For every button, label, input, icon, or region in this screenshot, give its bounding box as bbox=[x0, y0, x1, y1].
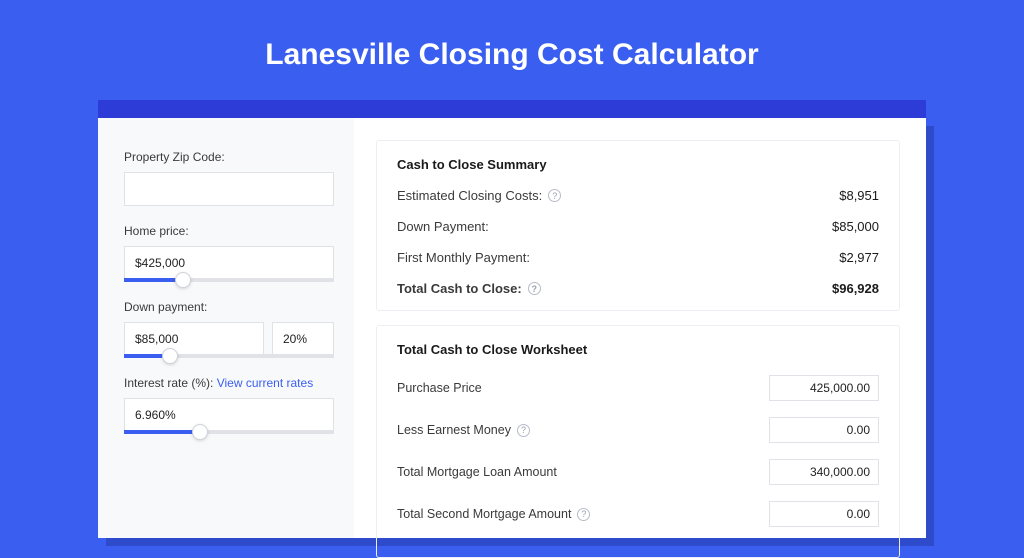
summary-row-value: $2,977 bbox=[839, 250, 879, 265]
view-rates-link[interactable]: View current rates bbox=[217, 376, 314, 390]
worksheet-row: Purchase Price bbox=[397, 375, 879, 401]
down-payment-slider[interactable] bbox=[124, 354, 334, 358]
worksheet-card: Total Cash to Close Worksheet Purchase P… bbox=[376, 325, 900, 558]
worksheet-row-label-text: Less Earnest Money bbox=[397, 423, 511, 437]
page-title: Lanesville Closing Cost Calculator bbox=[0, 0, 1024, 100]
home-price-label: Home price: bbox=[124, 224, 334, 238]
worksheet-title: Total Cash to Close Worksheet bbox=[397, 342, 879, 357]
interest-input[interactable] bbox=[124, 398, 334, 432]
summary-row: Estimated Closing Costs:? $8,951 bbox=[397, 188, 879, 203]
down-payment-pct-input[interactable] bbox=[272, 322, 334, 356]
summary-row-label-text: First Monthly Payment: bbox=[397, 250, 530, 265]
down-payment-input[interactable] bbox=[124, 322, 264, 356]
interest-label-text: Interest rate (%): bbox=[124, 376, 217, 390]
worksheet-row-label: Total Second Mortgage Amount? bbox=[397, 507, 590, 521]
zip-input[interactable] bbox=[124, 172, 334, 206]
down-payment-label: Down payment: bbox=[124, 300, 334, 314]
worksheet-row-label-text: Total Mortgage Loan Amount bbox=[397, 465, 557, 479]
summary-row-label-text: Estimated Closing Costs: bbox=[397, 188, 542, 203]
home-price-input[interactable] bbox=[124, 246, 334, 280]
sidebar: Property Zip Code: Home price: Down paym… bbox=[98, 118, 354, 538]
summary-row: First Monthly Payment: $2,977 bbox=[397, 250, 879, 265]
worksheet-row: Total Mortgage Loan Amount bbox=[397, 459, 879, 485]
summary-title: Cash to Close Summary bbox=[397, 157, 879, 172]
worksheet-row-label: Less Earnest Money? bbox=[397, 423, 530, 437]
zip-field-group: Property Zip Code: bbox=[124, 150, 334, 206]
summary-row: Down Payment: $85,000 bbox=[397, 219, 879, 234]
interest-field-group: Interest rate (%): View current rates bbox=[124, 376, 334, 434]
summary-row-label-text: Down Payment: bbox=[397, 219, 489, 234]
summary-row-label: Total Cash to Close:? bbox=[397, 281, 541, 296]
summary-row-value: $96,928 bbox=[832, 281, 879, 296]
zip-label: Property Zip Code: bbox=[124, 150, 334, 164]
summary-row-label: Down Payment: bbox=[397, 219, 489, 234]
worksheet-row: Less Earnest Money? bbox=[397, 417, 879, 443]
nav-bar bbox=[98, 100, 926, 118]
interest-label: Interest rate (%): View current rates bbox=[124, 376, 334, 390]
worksheet-row-input[interactable] bbox=[769, 375, 879, 401]
calculator-card: Property Zip Code: Home price: Down paym… bbox=[98, 118, 926, 538]
worksheet-row-input[interactable] bbox=[769, 459, 879, 485]
worksheet-row-label-text: Purchase Price bbox=[397, 381, 482, 395]
worksheet-row-label: Purchase Price bbox=[397, 381, 482, 395]
summary-row: Total Cash to Close:? $96,928 bbox=[397, 281, 879, 296]
worksheet-row-label: Total Mortgage Loan Amount bbox=[397, 465, 557, 479]
help-icon[interactable]: ? bbox=[548, 189, 561, 202]
home-price-field-group: Home price: bbox=[124, 224, 334, 282]
help-icon[interactable]: ? bbox=[528, 282, 541, 295]
home-price-slider[interactable] bbox=[124, 278, 334, 282]
interest-slider-fill bbox=[124, 430, 200, 434]
help-icon[interactable]: ? bbox=[577, 508, 590, 521]
home-price-slider-thumb[interactable] bbox=[175, 272, 191, 288]
down-payment-slider-thumb[interactable] bbox=[162, 348, 178, 364]
summary-row-value: $8,951 bbox=[839, 188, 879, 203]
help-icon[interactable]: ? bbox=[517, 424, 530, 437]
down-payment-field-group: Down payment: bbox=[124, 300, 334, 358]
main-panel: Cash to Close Summary Estimated Closing … bbox=[354, 118, 926, 538]
worksheet-row-input[interactable] bbox=[769, 417, 879, 443]
summary-row-label-text: Total Cash to Close: bbox=[397, 281, 522, 296]
summary-card: Cash to Close Summary Estimated Closing … bbox=[376, 140, 900, 311]
worksheet-row-input[interactable] bbox=[769, 501, 879, 527]
interest-slider[interactable] bbox=[124, 430, 334, 434]
summary-row-value: $85,000 bbox=[832, 219, 879, 234]
summary-row-label: Estimated Closing Costs:? bbox=[397, 188, 561, 203]
worksheet-row: Total Second Mortgage Amount? bbox=[397, 501, 879, 527]
worksheet-row-label-text: Total Second Mortgage Amount bbox=[397, 507, 571, 521]
summary-row-label: First Monthly Payment: bbox=[397, 250, 530, 265]
interest-slider-thumb[interactable] bbox=[192, 424, 208, 440]
